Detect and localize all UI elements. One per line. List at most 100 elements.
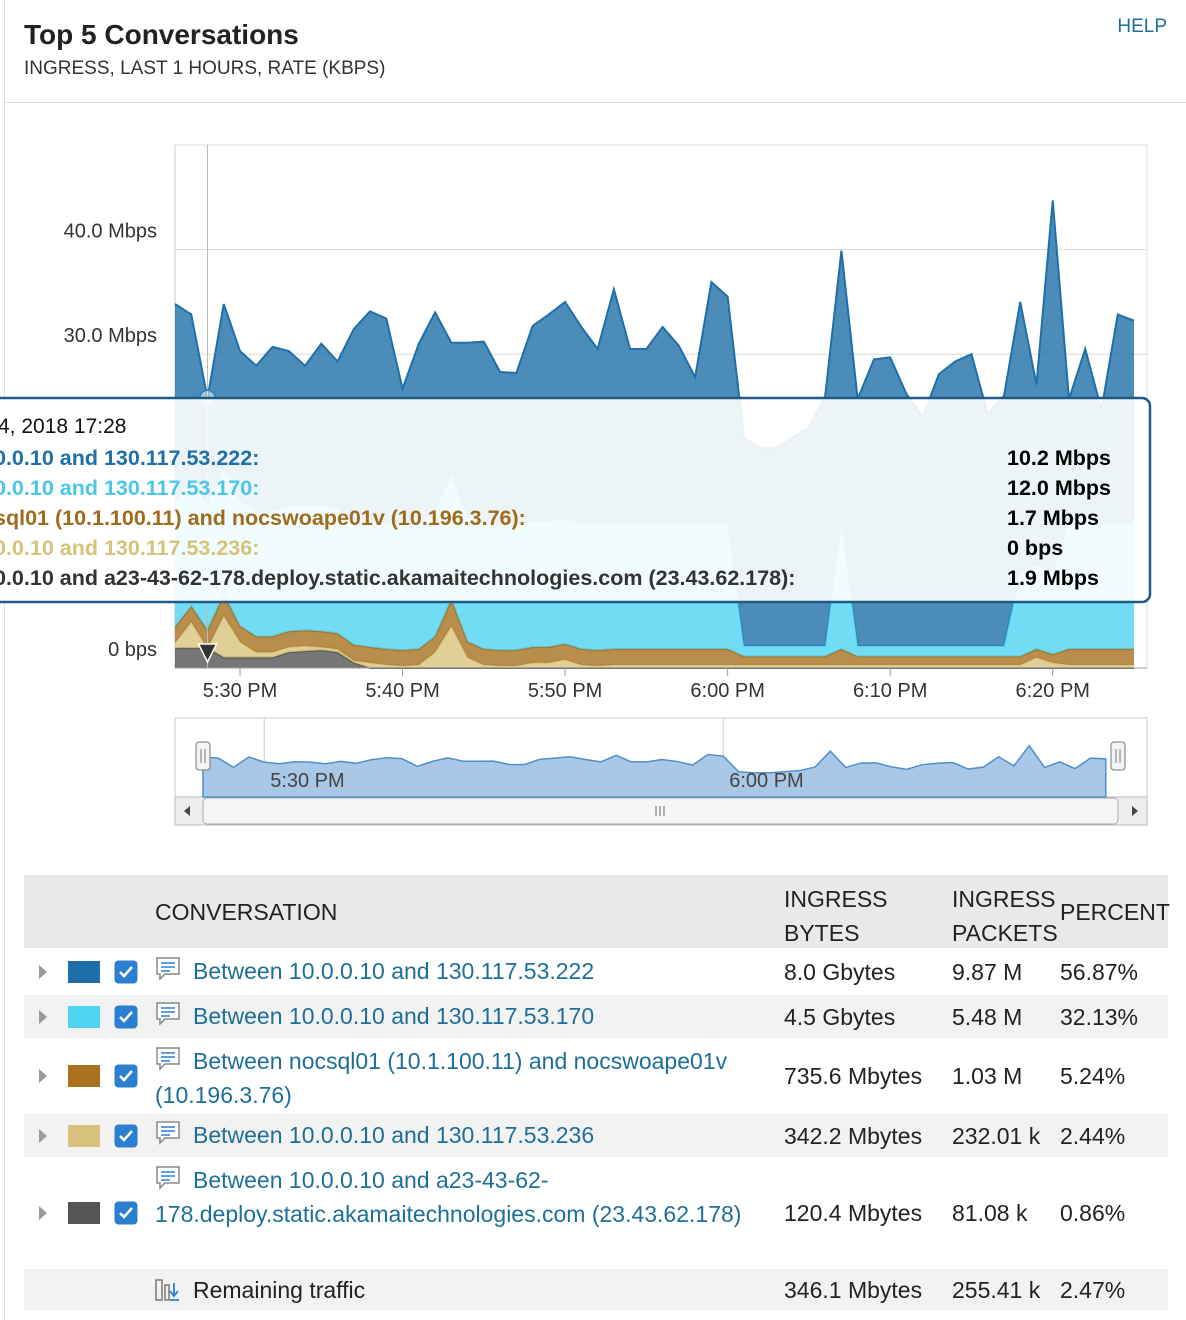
ingress-bytes: 120.4 Mbytes: [784, 1200, 923, 1226]
scroll-left[interactable]: [184, 806, 190, 816]
tooltip-label: 0.0.10 and 130.117.53.170:: [0, 476, 259, 500]
area-line: [174, 200, 1135, 450]
comment-icon: [155, 1001, 181, 1036]
tooltip-value: 10.2 Mbps: [1007, 446, 1111, 470]
expand-arrow[interactable]: [39, 1069, 47, 1083]
tooltip-value: 0 bps: [1007, 536, 1063, 560]
navigator-area: [202, 744, 1107, 798]
tooltip-box: [0, 396, 1152, 604]
navigator-handle: [1110, 741, 1126, 771]
remaining-bytes: 346.1 Mbytes: [784, 1277, 923, 1303]
x-tick-label: 6:20 PM: [1015, 680, 1089, 702]
column-header[interactable]: INGRESS BYTES: [784, 886, 888, 946]
conversation: Between 10.0.0.10 and 130.117.53.222: [155, 954, 775, 988]
left-border: [4, 0, 5, 1320]
widget-title: Top 5 Conversations: [24, 19, 299, 50]
percent: 0.86%: [1060, 1200, 1126, 1226]
expand-arrow[interactable]: [39, 1009, 47, 1024]
navigator: 5:30 PM 6:00 PM: [174, 717, 1148, 826]
hover-marker: [197, 643, 218, 664]
x-tick-label: 6:10 PM: [853, 680, 927, 702]
x-tick-label: 5:30 PM: [203, 680, 277, 702]
scroll-right[interactable]: [1132, 806, 1138, 816]
remaining-name: Remaining traffic: [193, 1277, 366, 1303]
ingress-packets: 9.87 M: [952, 958, 1023, 985]
help-link[interactable]: HELP: [1117, 16, 1167, 37]
ingress-bytes: 8.0 Gbytes: [784, 958, 896, 985]
column-header[interactable]: PERCENT: [1060, 899, 1170, 925]
ingress-packets: 1.03 M: [952, 1063, 1023, 1089]
color-swatch: [68, 960, 100, 983]
area: [175, 615, 1134, 668]
color-swatch: [68, 1065, 100, 1087]
chart: 0 bps 30.0 Mbps 40.0 Mbps 5:30 PM 5:40 PM 5:5…: [0, 144, 1152, 826]
conversation-link[interactable]: Between nocsql01 (10.1.100.11) and nocsw…: [155, 1048, 728, 1108]
comment-icon: [155, 956, 181, 991]
ingress-bytes: 735.6 Mbytes: [784, 1063, 923, 1089]
conversation: Between 10.0.0.10 and 130.117.53.236: [155, 1118, 775, 1152]
y-tick-label: 40.0 Mbps: [64, 221, 157, 243]
conversation: Between 10.0.0.10 and a23-43-62-178.depl…: [155, 1163, 775, 1231]
navigator-handle: [195, 741, 211, 771]
checkbox[interactable]: [114, 960, 138, 984]
ingress-packets: 5.48 M: [952, 1003, 1023, 1030]
tooltip-label: 0.0.10 and 130.117.53.236:: [0, 536, 259, 560]
percent: 5.24%: [1060, 1063, 1126, 1089]
checkbox[interactable]: [114, 1005, 138, 1029]
column-header[interactable]: CONVERSATION: [155, 899, 338, 925]
navigator-label: 5:30 PM: [270, 770, 344, 792]
remaining-packets: 255.41 k: [952, 1277, 1041, 1303]
area: [175, 648, 1134, 668]
area: [175, 594, 1134, 666]
conversation-link[interactable]: Between 10.0.0.10 and 130.117.53.170: [193, 1003, 595, 1029]
remaining-percent: 2.47%: [1060, 1277, 1126, 1303]
checkbox[interactable]: [114, 1064, 138, 1088]
remaining-icon: [155, 1279, 179, 1301]
expand-arrow[interactable]: [39, 1128, 47, 1143]
percent: 56.87%: [1060, 958, 1139, 985]
conversation-link[interactable]: Between 10.0.0.10 and 130.117.53.236: [193, 1122, 595, 1148]
checkbox[interactable]: [114, 1201, 138, 1225]
ingress-bytes: 342.2 Mbytes: [784, 1122, 923, 1149]
comment-icon: [155, 1165, 181, 1200]
y-tick-label: 30.0 Mbps: [64, 325, 157, 347]
comment-icon: [155, 1120, 181, 1155]
color-swatch: [68, 1005, 100, 1028]
ingress-bytes: 4.5 Gbytes: [784, 1003, 896, 1030]
expand-arrow[interactable]: [39, 1206, 47, 1220]
expand-arrow[interactable]: [39, 964, 47, 979]
handle-grip: [1115, 749, 1121, 763]
x-tick-label: 6:00 PM: [690, 680, 764, 702]
handle-grip: [200, 749, 206, 763]
ingress-packets: 81.08 k: [952, 1200, 1028, 1226]
table-row: Between nocsql01 (10.1.100.11) and nocsw…: [24, 1040, 1168, 1112]
color-swatch: [68, 1202, 100, 1224]
percent: 2.44%: [1060, 1122, 1126, 1149]
y-tick-label: 0 bps: [108, 639, 157, 661]
tooltip-value: 1.7 Mbps: [1007, 506, 1099, 530]
conversation-link[interactable]: Between 10.0.0.10 and 130.117.53.222: [193, 958, 595, 984]
x-tick-label: 5:40 PM: [365, 680, 439, 702]
tooltip-value: 12.0 Mbps: [1007, 476, 1111, 500]
table-row: Between 10.0.0.10 and 130.117.53.170 4.5 …: [24, 995, 1168, 1038]
percent: 32.13%: [1060, 1003, 1139, 1030]
navigator-label: 6:00 PM: [729, 770, 803, 792]
tooltip-title: 4, 2018 17:28: [0, 415, 126, 438]
tooltip-label: 0.0.10 and 130.117.53.222:: [0, 446, 259, 470]
ingress-packets: 232.01 k: [952, 1122, 1041, 1149]
table-row: Between 10.0.0.10 and 130.117.53.236 342.…: [24, 1114, 1168, 1157]
table-row: Between 10.0.0.10 and 130.117.53.222 8.0 …: [24, 950, 1168, 993]
widget-subtitle: INGRESS, LAST 1 HOURS, RATE (KBPS): [24, 58, 386, 79]
comment-icon: [155, 1046, 181, 1081]
remaining-row: Remaining traffic 346.1 Mbytes 255.41 k …: [24, 1269, 1168, 1310]
color-swatch: [68, 1124, 100, 1147]
table-row: Between 10.0.0.10 and a23-43-62-178.depl…: [24, 1159, 1168, 1267]
header-separator: [5, 102, 1186, 103]
checkbox[interactable]: [114, 1124, 138, 1148]
tooltip: 4, 2018 17:28 0.0.10 and 130.117.53.222: 1…: [0, 396, 1152, 604]
x-tick-label: 5:50 PM: [528, 680, 602, 702]
conversation: Between 10.0.0.10 and 130.117.53.170: [155, 999, 775, 1033]
column-header[interactable]: INGRESS PACKETS: [952, 886, 1058, 946]
conversation-link[interactable]: Between 10.0.0.10 and a23-43-62-178.depl…: [155, 1167, 742, 1227]
